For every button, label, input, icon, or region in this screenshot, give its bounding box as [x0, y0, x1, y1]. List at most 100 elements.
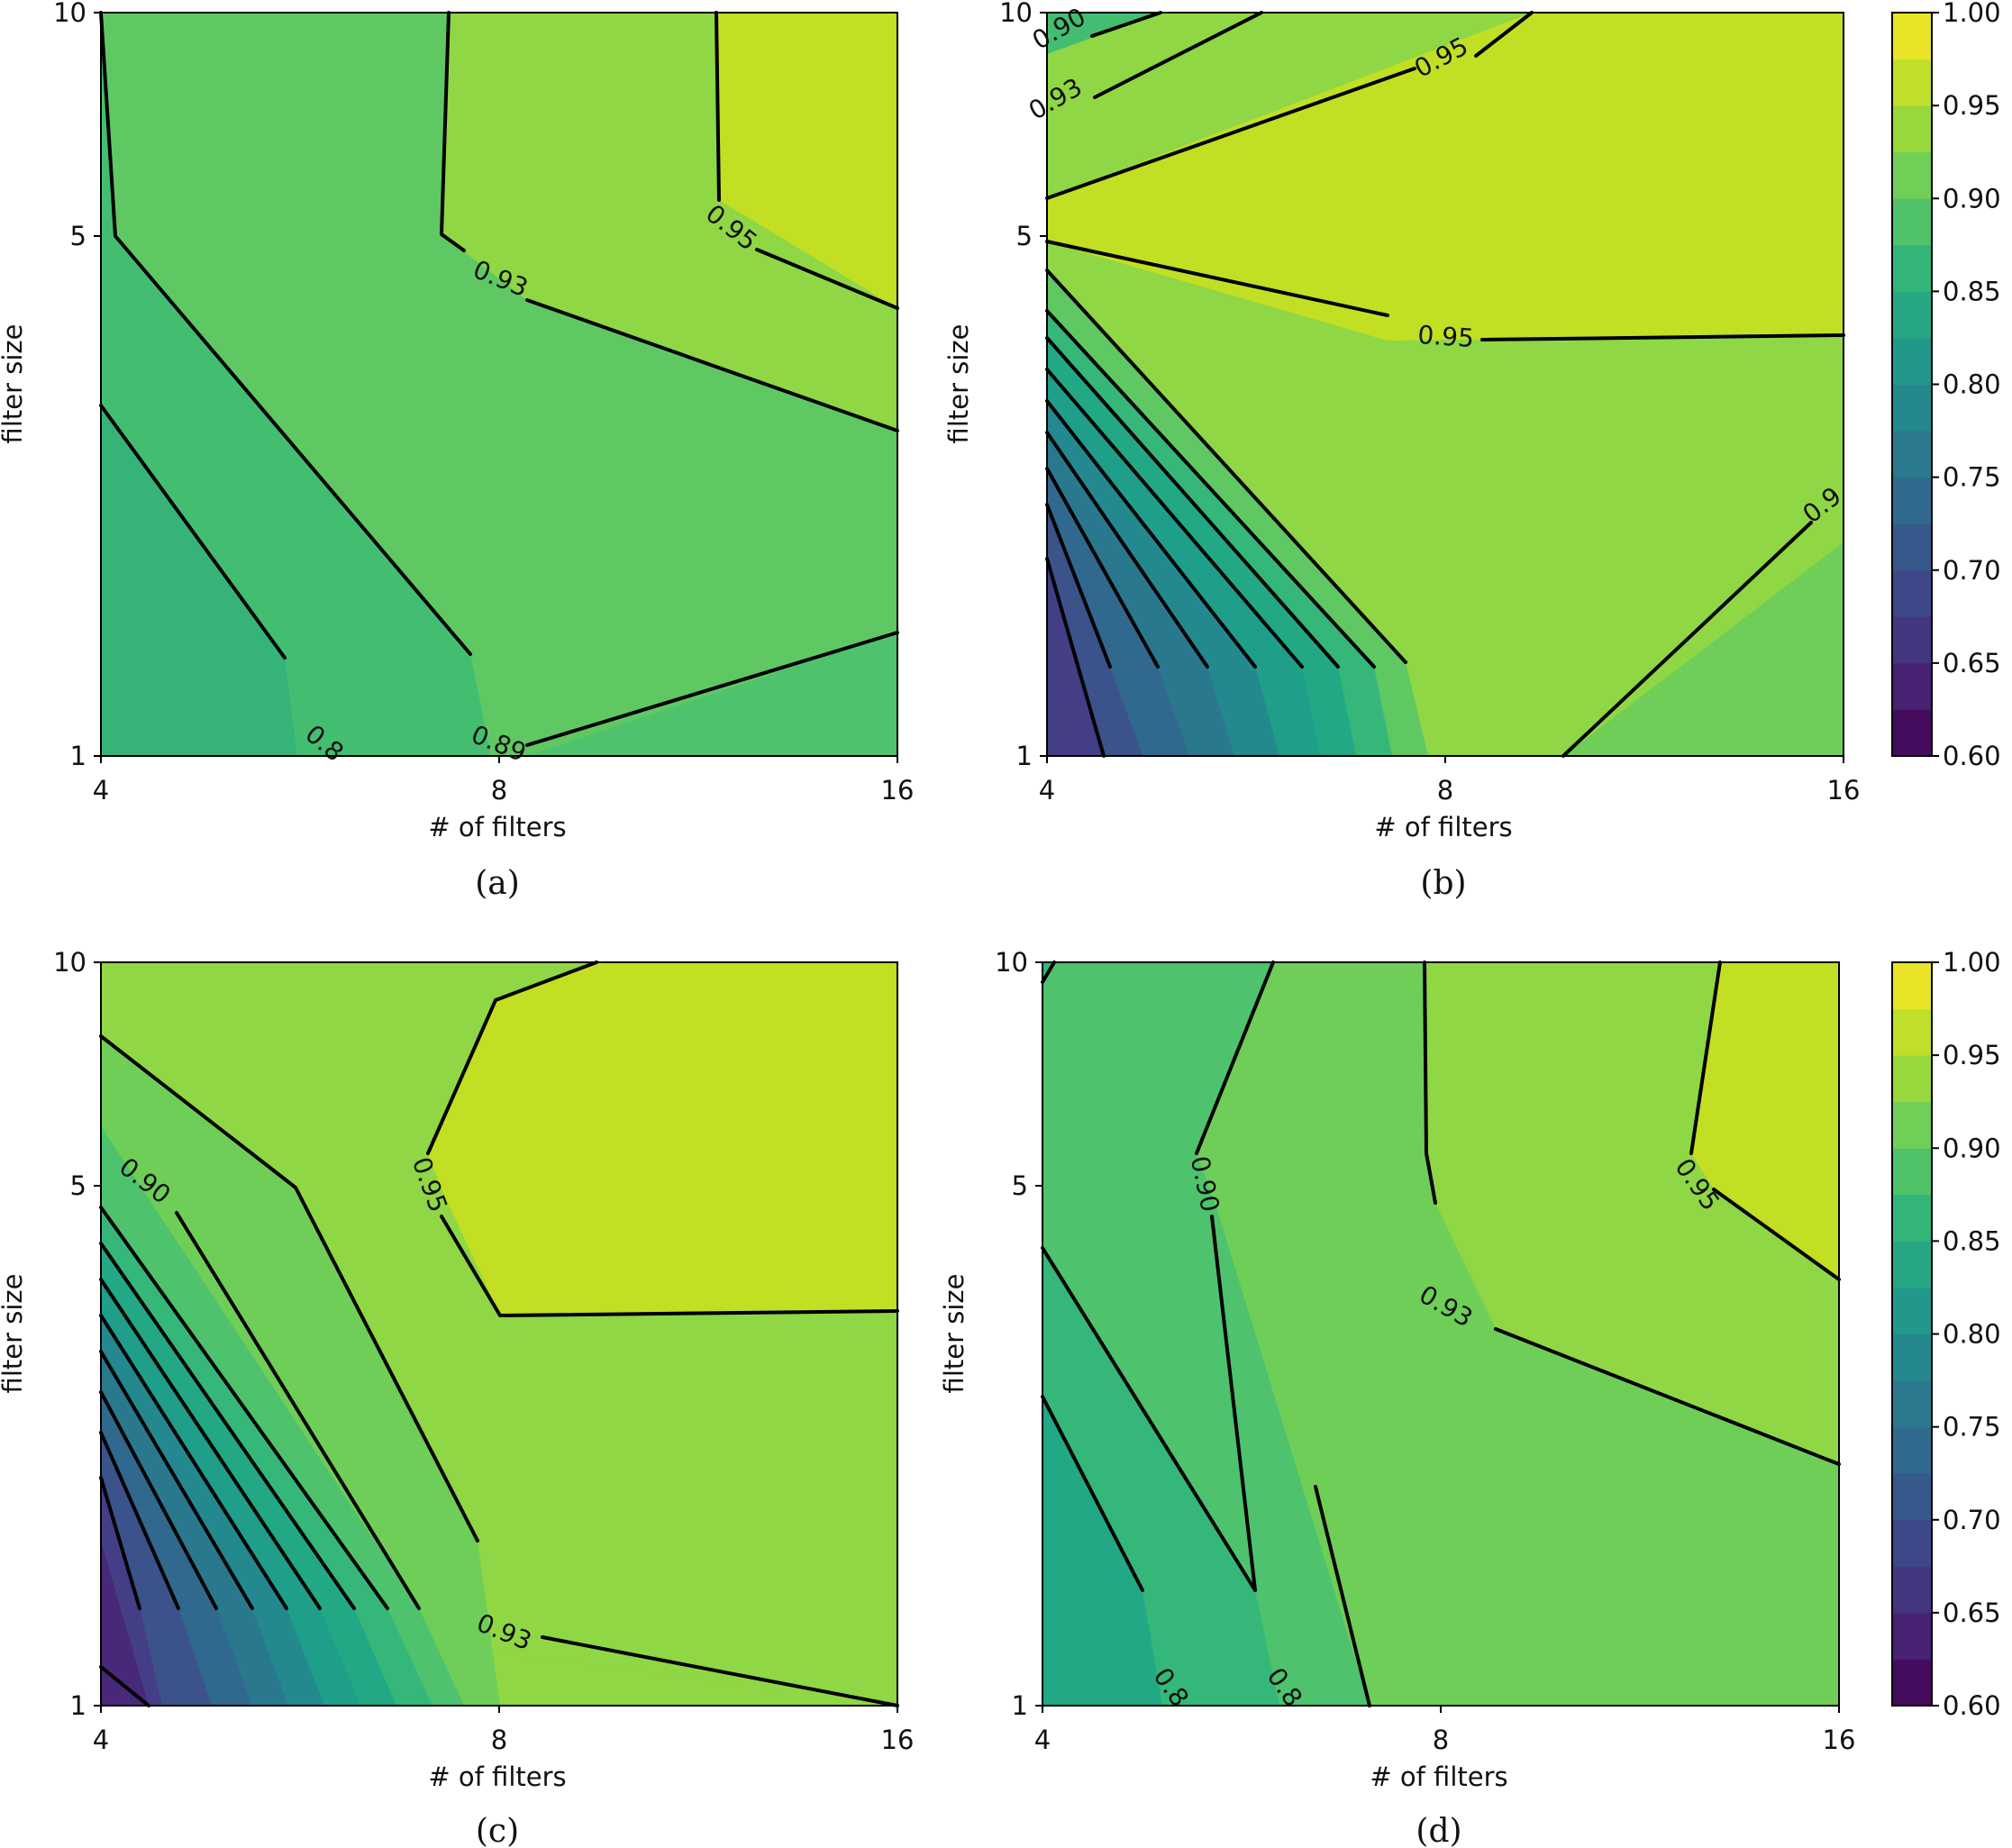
colorbar-band	[1892, 151, 1932, 199]
contour-line	[1210, 1215, 1257, 1592]
contour-line	[1045, 269, 1407, 664]
colorbar-tick-label: 0.80	[1943, 1319, 2001, 1350]
y-tick-label: 10	[995, 947, 1028, 978]
colorbar-band	[1892, 1008, 1932, 1056]
panel-caption: (d)	[1416, 1813, 1461, 1848]
colorbar-band	[1892, 431, 1932, 478]
colorbar-tick-label: 0.95	[1943, 1040, 2001, 1070]
panel-c-fill	[101, 962, 897, 1706]
contour-line	[1045, 240, 1389, 317]
colorbar-band	[1892, 1380, 1932, 1428]
colorbar-band	[1892, 1194, 1932, 1242]
y-tick-label: 1	[1012, 1690, 1028, 1721]
panel-d-ticks	[1035, 961, 1840, 1713]
y-axis-label: filter size	[943, 324, 974, 444]
colorbar-tick-label: 0.85	[1943, 276, 2001, 306]
panel-d-fill	[1042, 962, 1839, 1706]
x-tick-label: 8	[491, 775, 507, 806]
colorbar-tick-label: 0.60	[1943, 741, 2001, 771]
x-tick-label: 16	[881, 775, 915, 806]
contour-line	[1045, 309, 1376, 669]
colorbar-band	[1892, 962, 1932, 1010]
colorbar-band	[1892, 1426, 1932, 1474]
colorbar-band	[1892, 1334, 1932, 1381]
colorbar-tick-label: 0.90	[1943, 183, 2001, 214]
colorbar-band	[1892, 1473, 1932, 1521]
colorbar-band	[1892, 1055, 1932, 1103]
colorbar-band	[1892, 13, 1932, 60]
contour-line	[1041, 1246, 1257, 1592]
x-tick-label: 16	[1827, 775, 1861, 806]
contour-line	[99, 1242, 356, 1610]
contour-line	[1314, 1485, 1371, 1707]
colorbar-tick-label: 0.70	[1943, 555, 2001, 586]
x-axis-label: # of filters	[428, 1762, 566, 1792]
contour-line	[1195, 960, 1275, 1155]
panel-caption: (b)	[1420, 865, 1466, 902]
contour-line	[1045, 557, 1106, 758]
colorbar-top: 1.00 0.95 0.90 0.85 0.80 0.75 0.70 0.65 0.60	[1891, 0, 2001, 771]
panel-caption: (a)	[475, 865, 520, 902]
contour-line	[99, 1431, 180, 1610]
contour-line	[426, 960, 598, 1155]
panel-a-ticks	[94, 12, 898, 763]
contour-line	[1041, 960, 1056, 984]
colorbar-tick-label: 0.70	[1943, 1505, 2001, 1535]
contour-line	[1045, 67, 1416, 200]
colorbar-tick-label: 0.80	[1943, 369, 2001, 400]
contour-line	[440, 1215, 899, 1317]
y-tick-label: 1	[70, 1690, 86, 1721]
contour-line	[99, 1665, 150, 1707]
contour-line	[440, 11, 466, 252]
y-tick-label: 10	[53, 947, 86, 978]
colorbar-bottom: 1.00 0.95 0.90 0.85 0.80 0.75 0.70 0.65 0.60	[1891, 947, 2001, 1721]
colorbar-tick-label: 0.75	[1943, 1412, 2001, 1443]
y-tick-label: 5	[1012, 1170, 1028, 1201]
contour-line	[99, 1278, 322, 1610]
colorbar-tick-label: 0.90	[1943, 1133, 2001, 1163]
colorbar-band	[1892, 244, 1932, 292]
contour-line	[1712, 1188, 1841, 1281]
contour-line	[1045, 399, 1257, 669]
contour-line	[1494, 1327, 1841, 1466]
colorbar-band	[1892, 616, 1932, 664]
contour-line	[541, 1635, 899, 1707]
y-tick-label: 10	[999, 0, 1033, 28]
y-tick-label: 5	[70, 221, 86, 251]
x-axis-label: # of filters	[1370, 1762, 1507, 1792]
colorbar-tick-label: 0.85	[1943, 1225, 2001, 1256]
contour-line	[1689, 960, 1722, 1155]
contour-line	[1423, 960, 1437, 1205]
colorbar-tick-label: 0.65	[1943, 1598, 2001, 1628]
contour-line	[1474, 11, 1534, 58]
x-tick-label: 8	[1437, 775, 1453, 806]
colorbar-tick-label: 0.65	[1943, 648, 2001, 678]
contour-line	[1561, 521, 1813, 758]
x-tick-label: 16	[881, 1725, 915, 1755]
panel-a: 0.93 0.95 0.8 0.89 4 8 16 1 5 10 # of fi…	[0, 0, 914, 902]
colorbar-band	[1892, 1659, 1932, 1707]
contour-line	[1045, 431, 1209, 669]
contour-line	[755, 248, 899, 310]
panel-b-ticks	[1040, 12, 1844, 763]
y-tick-label: 1	[70, 741, 86, 771]
x-tick-label: 16	[1823, 1725, 1856, 1755]
contour-line	[1045, 368, 1304, 669]
panel-a-fill	[101, 13, 897, 756]
contour-line	[99, 1206, 389, 1610]
contour-line	[525, 298, 899, 432]
x-tick-label: 4	[93, 775, 109, 806]
x-axis-label: # of filters	[428, 812, 566, 842]
contour-line	[99, 11, 472, 656]
contour-line	[99, 1476, 141, 1610]
colorbar-band	[1892, 477, 1932, 524]
x-tick-label: 4	[1039, 775, 1055, 806]
y-tick-label: 10	[53, 0, 86, 28]
contour-line	[1041, 1395, 1144, 1592]
x-tick-label: 8	[491, 1725, 507, 1755]
colorbar-band	[1892, 1287, 1932, 1334]
panel-c-ticks	[94, 961, 898, 1713]
colorbar-band	[1892, 1148, 1932, 1196]
contour-line	[99, 1034, 479, 1543]
contour-line	[99, 1314, 288, 1610]
